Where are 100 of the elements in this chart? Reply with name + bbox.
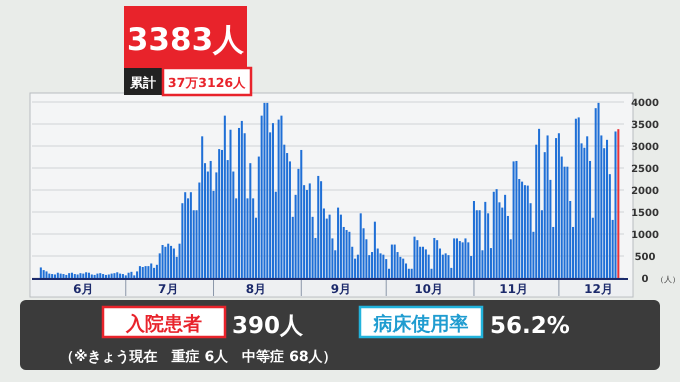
bar <box>558 133 560 278</box>
bar <box>128 272 130 278</box>
bar <box>218 149 220 278</box>
bar <box>60 274 62 278</box>
bar <box>119 274 122 278</box>
bar <box>478 210 481 278</box>
x-tick-label: 6月 <box>73 282 94 296</box>
bar <box>436 240 438 278</box>
bar <box>308 183 311 278</box>
bar <box>390 244 393 278</box>
bar <box>424 249 427 278</box>
chart-title: 3383人 <box>126 22 246 58</box>
bar <box>51 274 54 278</box>
bar <box>249 163 252 278</box>
bar <box>360 213 362 278</box>
bar <box>116 272 118 278</box>
bar <box>130 272 132 278</box>
bar <box>328 214 331 278</box>
y-axis-title: （人） <box>656 275 680 284</box>
bar <box>382 254 384 278</box>
bar <box>85 272 88 278</box>
bar <box>102 274 104 278</box>
bar <box>147 266 150 278</box>
bar <box>496 189 498 278</box>
bar <box>521 182 524 278</box>
bar <box>144 266 147 278</box>
bar <box>68 273 70 278</box>
bar <box>42 270 45 278</box>
y-tick-label: 500 <box>634 252 656 263</box>
bar <box>122 274 124 278</box>
bar <box>464 238 466 278</box>
bar <box>538 128 540 278</box>
bar <box>162 245 164 278</box>
bar <box>124 275 127 278</box>
bar <box>104 274 107 278</box>
bar <box>88 272 90 278</box>
bar <box>416 240 418 278</box>
bar <box>76 274 79 278</box>
bar <box>492 192 495 278</box>
bar <box>456 238 458 278</box>
y-tick-label: 3000 <box>631 142 659 153</box>
bar <box>45 271 48 278</box>
bar <box>578 117 580 278</box>
bar <box>546 135 549 278</box>
bar <box>300 150 302 278</box>
bar <box>374 222 376 278</box>
x-tick-label: 7月 <box>158 282 178 296</box>
bar <box>422 246 424 278</box>
bar <box>240 120 243 278</box>
bar <box>444 253 447 278</box>
bar <box>263 102 266 278</box>
bar <box>280 116 282 278</box>
bar <box>504 194 506 278</box>
bar <box>56 272 59 278</box>
bar <box>164 246 166 278</box>
bar <box>133 275 136 278</box>
bar <box>172 248 175 278</box>
bar <box>74 274 76 278</box>
bar <box>574 118 577 278</box>
bar <box>184 192 186 278</box>
bar <box>90 274 93 278</box>
y-tick-label: 2500 <box>631 164 659 175</box>
bar <box>229 130 232 278</box>
bar <box>82 274 84 278</box>
title-box: 3383人 <box>124 6 247 68</box>
bar <box>484 202 486 278</box>
bar <box>467 242 470 278</box>
y-tick-label: 4000 <box>631 98 659 109</box>
bar <box>606 140 608 278</box>
y-tick-label: 1000 <box>631 230 659 241</box>
bar <box>566 166 568 278</box>
bar <box>167 244 170 278</box>
x-tick-label: 12月 <box>584 282 613 296</box>
bar <box>70 272 73 278</box>
bar <box>272 123 274 278</box>
bar <box>458 241 461 278</box>
bar <box>472 201 475 278</box>
y-tick-label: 2000 <box>631 186 659 197</box>
bar <box>201 136 204 278</box>
x-tick-label: 9月 <box>330 282 352 296</box>
bar <box>48 274 50 278</box>
bar <box>346 230 348 278</box>
y-tick-label: 3500 <box>631 120 659 131</box>
bar <box>394 244 396 278</box>
bar <box>348 232 350 278</box>
bar <box>54 274 56 278</box>
bar <box>515 160 518 278</box>
bar <box>413 236 416 278</box>
bar <box>99 273 102 278</box>
x-tick-label: 10月 <box>414 282 444 296</box>
bar <box>337 208 340 278</box>
bar <box>614 131 617 278</box>
bar <box>142 267 144 278</box>
bar <box>190 192 192 278</box>
bar <box>113 273 116 278</box>
x-tick-label: 8月 <box>246 282 266 296</box>
bar <box>447 255 450 278</box>
bar <box>453 238 456 278</box>
bar <box>62 274 64 278</box>
bar <box>512 161 515 278</box>
